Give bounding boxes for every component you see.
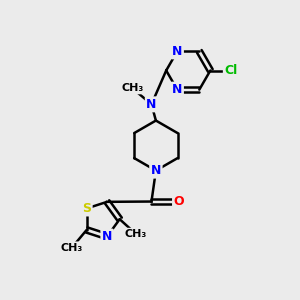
Text: N: N — [172, 45, 182, 58]
Text: O: O — [173, 195, 184, 208]
Text: CH₃: CH₃ — [61, 243, 83, 253]
Text: N: N — [102, 230, 112, 243]
Text: N: N — [172, 83, 182, 96]
Text: CH₃: CH₃ — [121, 83, 143, 93]
Text: Cl: Cl — [224, 64, 238, 77]
Text: S: S — [82, 202, 91, 215]
Text: N: N — [146, 98, 157, 111]
Text: CH₃: CH₃ — [125, 229, 147, 239]
Text: N: N — [151, 164, 161, 177]
